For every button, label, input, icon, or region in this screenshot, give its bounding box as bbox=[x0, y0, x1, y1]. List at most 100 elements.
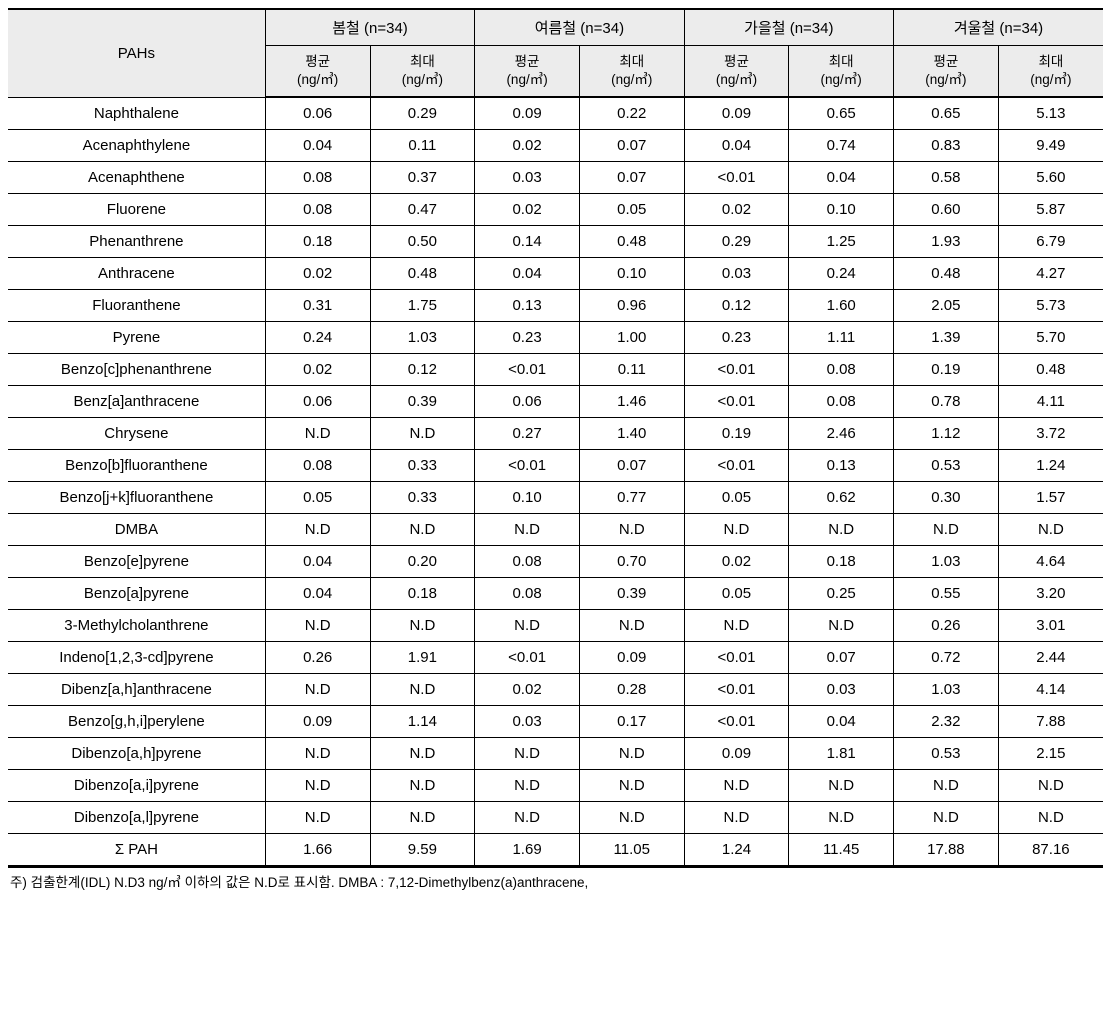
value-cell: 4.27 bbox=[998, 258, 1103, 290]
value-cell: N.D bbox=[789, 610, 894, 642]
compound-name-cell: Anthracene bbox=[8, 258, 265, 290]
compound-name-cell: Benzo[c]phenanthrene bbox=[8, 354, 265, 386]
value-cell: 1.14 bbox=[370, 706, 475, 738]
value-cell: N.D bbox=[475, 514, 580, 546]
value-cell: N.D bbox=[475, 610, 580, 642]
value-cell: 0.02 bbox=[265, 354, 370, 386]
table-row: Naphthalene0.060.290.090.220.090.650.655… bbox=[8, 97, 1103, 130]
value-cell: N.D bbox=[579, 802, 684, 834]
value-cell: 9.49 bbox=[998, 130, 1103, 162]
season-header-winter: 겨울철 (n=34) bbox=[894, 9, 1103, 46]
value-cell: N.D bbox=[370, 418, 475, 450]
value-cell: N.D bbox=[370, 610, 475, 642]
value-cell: N.D bbox=[998, 514, 1103, 546]
value-cell: N.D bbox=[894, 514, 999, 546]
value-cell: 1.91 bbox=[370, 642, 475, 674]
compound-name-cell: Indeno[1,2,3-cd]pyrene bbox=[8, 642, 265, 674]
value-cell: 0.24 bbox=[789, 258, 894, 290]
value-cell: 0.04 bbox=[265, 546, 370, 578]
value-cell: 3.72 bbox=[998, 418, 1103, 450]
value-cell: 0.33 bbox=[370, 450, 475, 482]
compound-name-cell: Benzo[j+k]fluoranthene bbox=[8, 482, 265, 514]
value-cell: N.D bbox=[370, 514, 475, 546]
value-cell: 0.04 bbox=[265, 578, 370, 610]
value-cell: 0.62 bbox=[789, 482, 894, 514]
value-cell: 0.50 bbox=[370, 226, 475, 258]
compound-name-cell: DMBA bbox=[8, 514, 265, 546]
value-cell: 0.28 bbox=[579, 674, 684, 706]
table-row: Σ PAH1.669.591.6911.051.2411.4517.8887.1… bbox=[8, 834, 1103, 867]
value-cell: <0.01 bbox=[475, 354, 580, 386]
value-cell: 7.88 bbox=[998, 706, 1103, 738]
table-row: DMBAN.DN.DN.DN.DN.DN.DN.DN.D bbox=[8, 514, 1103, 546]
value-cell: 0.53 bbox=[894, 450, 999, 482]
compound-name-cell: Pyrene bbox=[8, 322, 265, 354]
value-cell: 0.11 bbox=[370, 130, 475, 162]
value-cell: <0.01 bbox=[684, 162, 789, 194]
value-cell: 0.07 bbox=[789, 642, 894, 674]
value-cell: 4.14 bbox=[998, 674, 1103, 706]
value-cell: 0.04 bbox=[789, 162, 894, 194]
table-row: Fluorene0.080.470.020.050.020.100.605.87 bbox=[8, 194, 1103, 226]
value-cell: 5.60 bbox=[998, 162, 1103, 194]
value-cell: 1.00 bbox=[579, 322, 684, 354]
value-cell: 0.09 bbox=[475, 97, 580, 130]
value-cell: 0.17 bbox=[579, 706, 684, 738]
value-cell: 0.05 bbox=[684, 482, 789, 514]
table-row: Acenaphthylene0.040.110.020.070.040.740.… bbox=[8, 130, 1103, 162]
table-row: 3-MethylcholanthreneN.DN.DN.DN.DN.DN.D0.… bbox=[8, 610, 1103, 642]
value-cell: 0.04 bbox=[265, 130, 370, 162]
value-cell: 0.83 bbox=[894, 130, 999, 162]
table-row: Benzo[g,h,i]perylene0.091.140.030.17<0.0… bbox=[8, 706, 1103, 738]
value-cell: 1.03 bbox=[894, 674, 999, 706]
value-cell: 0.13 bbox=[789, 450, 894, 482]
row-header-cell: PAHs bbox=[8, 9, 265, 97]
avg-header: 평균(ng/㎥) bbox=[894, 46, 999, 98]
value-cell: 0.09 bbox=[684, 738, 789, 770]
value-cell: N.D bbox=[998, 770, 1103, 802]
compound-name-cell: Dibenzo[a,h]pyrene bbox=[8, 738, 265, 770]
value-cell: <0.01 bbox=[684, 386, 789, 418]
value-cell: 1.57 bbox=[998, 482, 1103, 514]
table-row: ChryseneN.DN.D0.271.400.192.461.123.72 bbox=[8, 418, 1103, 450]
compound-name-cell: Naphthalene bbox=[8, 97, 265, 130]
value-cell: 1.24 bbox=[998, 450, 1103, 482]
value-cell: 1.12 bbox=[894, 418, 999, 450]
value-cell: N.D bbox=[684, 610, 789, 642]
value-cell: 0.08 bbox=[265, 194, 370, 226]
value-cell: 0.07 bbox=[579, 162, 684, 194]
value-cell: 0.05 bbox=[579, 194, 684, 226]
value-cell: 0.26 bbox=[265, 642, 370, 674]
value-cell: 0.47 bbox=[370, 194, 475, 226]
value-cell: 0.03 bbox=[684, 258, 789, 290]
value-cell: 0.55 bbox=[894, 578, 999, 610]
table-row: Anthracene0.020.480.040.100.030.240.484.… bbox=[8, 258, 1103, 290]
value-cell: 0.07 bbox=[579, 130, 684, 162]
value-cell: 0.48 bbox=[998, 354, 1103, 386]
value-cell: <0.01 bbox=[684, 706, 789, 738]
value-cell: N.D bbox=[998, 802, 1103, 834]
value-cell: 0.19 bbox=[684, 418, 789, 450]
value-cell: 0.22 bbox=[579, 97, 684, 130]
value-cell: 0.48 bbox=[370, 258, 475, 290]
value-cell: N.D bbox=[684, 802, 789, 834]
value-cell: 0.29 bbox=[684, 226, 789, 258]
value-cell: N.D bbox=[265, 674, 370, 706]
value-cell: 0.08 bbox=[475, 578, 580, 610]
value-cell: 0.96 bbox=[579, 290, 684, 322]
value-cell: 0.74 bbox=[789, 130, 894, 162]
max-header: 최대(ng/㎥) bbox=[789, 46, 894, 98]
max-header: 최대(ng/㎥) bbox=[370, 46, 475, 98]
value-cell: 0.37 bbox=[370, 162, 475, 194]
value-cell: N.D bbox=[579, 610, 684, 642]
value-cell: 0.20 bbox=[370, 546, 475, 578]
value-cell: 0.02 bbox=[684, 546, 789, 578]
value-cell: 0.23 bbox=[684, 322, 789, 354]
value-cell: 11.05 bbox=[579, 834, 684, 867]
footnote-text: 주) 검출한계(IDL) N.D3 ng/㎥ 이하의 값은 N.D로 표시함. … bbox=[8, 871, 1103, 891]
compound-name-cell: Acenaphthylene bbox=[8, 130, 265, 162]
value-cell: 0.04 bbox=[684, 130, 789, 162]
compound-name-cell: Chrysene bbox=[8, 418, 265, 450]
value-cell: <0.01 bbox=[475, 450, 580, 482]
avg-header: 평균(ng/㎥) bbox=[475, 46, 580, 98]
